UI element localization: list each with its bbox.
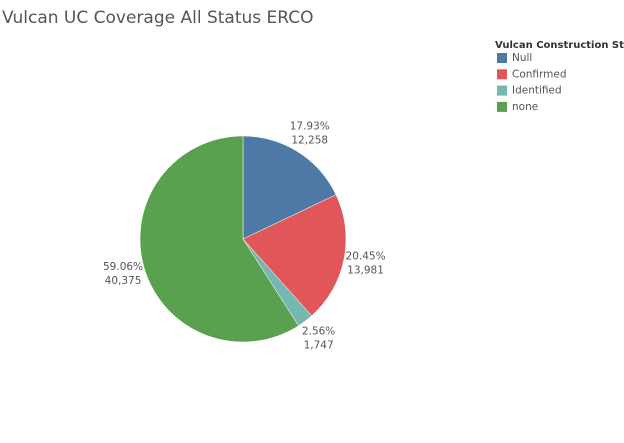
legend-swatch [497,53,507,63]
pct-label: 17.93% [290,120,330,132]
pct-label: 20.45% [346,251,386,263]
pie-slice [242,135,337,240]
legend-title: Vulcan Construction Status [495,40,624,51]
legend-swatch [497,101,507,112]
legend-swatch [497,85,507,96]
chart-title: Vulcan UC Coverage All Status ERCO [2,8,314,28]
legend-label: none [512,101,538,113]
count-label: 12,258 [291,134,328,146]
count-label: 13,981 [347,265,384,277]
pct-label: 59.06% [103,261,143,273]
legend-label: Null [512,52,532,64]
count-label: 1,747 [304,340,334,352]
pie-slice [242,194,347,317]
legend-label: Identified [512,85,562,97]
count-label: 40,375 [105,275,142,287]
pie-slice [139,135,299,343]
pct-label: 2.56% [302,326,335,338]
legend-swatch [497,69,507,80]
legend-label: Confirmed [512,68,567,80]
